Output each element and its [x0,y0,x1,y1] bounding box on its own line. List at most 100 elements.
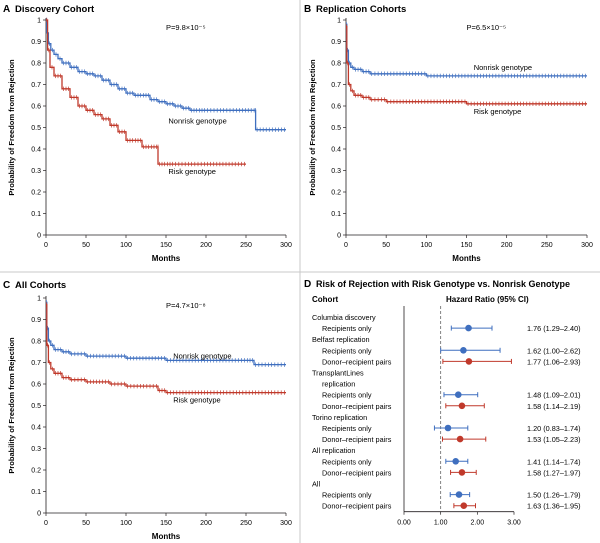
forest-row-label: Recipients only [322,491,372,500]
x-tick-label: 150 [461,242,473,249]
forest-row-label: replication [322,380,355,389]
x-tick-label: 100 [120,242,132,249]
y-tick-label: 0.6 [31,382,41,389]
forest-row-label: Recipients only [322,324,372,333]
hr-ci-text: 1.53 (1.05–2.23) [527,435,581,444]
y-tick-label: 0.9 [331,39,341,46]
forest-row-label: Recipients only [322,391,372,400]
hr-ci-text: 1.20 (0.83–1.74) [527,424,581,433]
x-tick-label: 300 [280,520,292,527]
forest-row-label: All [312,480,320,489]
x-tick-label: 50 [82,520,90,527]
x-tick-label: 300 [280,242,292,249]
hr-point [444,424,452,432]
forest-row-label: Belfast replication [312,335,370,344]
hr-point [460,502,468,510]
km-panel-A: A Discovery Cohort 0 0.1 0.2 0.3 0.4 0.5 0.6 0.7 0… [3,4,292,263]
y-tick-label: 0.6 [331,104,341,111]
x-tick-label: 200 [501,242,513,249]
series-label-risk: Risk genotype [168,167,216,176]
p-value: P=4.7×10⁻⁸ [166,301,206,310]
series-label-risk: Risk genotype [474,107,522,116]
forest-x-tick-label: 3.00 [507,520,521,527]
y-tick-label: 0.8 [331,61,341,68]
y-tick-label: 0.3 [331,168,341,175]
hr-point [460,347,467,354]
y-tick-label: 0 [37,233,41,240]
y-tick-label: 1 [37,18,41,25]
y-tick-label: 0.3 [31,446,41,453]
km-curve-nonrisk [346,23,587,77]
y-tick-label: 0 [337,233,341,240]
hr-point [458,469,466,476]
forest-row-label: Donor–recipient pairs [322,468,392,477]
forest-row-label: Donor–recipient pairs [322,435,392,444]
y-tick-label: 0.1 [31,211,41,218]
p-value: P=9.8×10⁻⁵ [166,23,206,32]
series-label-risk: Risk genotype [173,396,221,405]
hr-point [454,391,462,399]
column-header-cohort: Cohort [312,295,339,304]
forest-row-label: Recipients only [322,424,372,433]
panel-title: Replication Cohorts [316,4,406,15]
x-tick-label: 250 [541,242,553,249]
y-tick-label: 0.2 [31,190,41,197]
hr-ci-text: 1.50 (1.26–1.79) [527,491,581,500]
hr-ci-text: 1.63 (1.36–1.95) [527,502,581,511]
y-tick-label: 0.7 [31,360,41,367]
forest-panel-D: D Risk of Rejection with Risk Genotype vs… [304,279,581,527]
y-tick-label: 0.7 [31,82,41,89]
y-tick-label: 0.6 [31,104,41,111]
hr-point [465,324,472,332]
hr-point [456,435,464,443]
x-tick-label: 300 [581,242,593,249]
y-tick-label: 0.8 [31,61,41,68]
panel-letter: C [3,280,10,291]
panel-letter: B [304,4,311,15]
hr-ci-text: 1.48 (1.09–2.01) [527,391,581,400]
forest-x-tick-label: 0.00 [397,520,411,527]
x-tick-label: 200 [200,520,212,527]
forest-x-tick-label: 1.00 [434,520,448,527]
x-tick-label: 0 [344,242,348,249]
hr-ci-text: 1.58 (1.27–1.97) [527,468,581,477]
x-tick-label: 100 [420,242,432,249]
km-curve-nonrisk [46,19,286,131]
x-tick-label: 50 [82,242,90,249]
forest-row-label: Donor–recipient pairs [322,402,392,411]
hr-point [465,358,473,365]
y-tick-label: 0.4 [31,147,41,154]
forest-row-label: Donor–recipient pairs [322,357,392,366]
hr-ci-text: 1.41 (1.14–1.74) [527,457,581,466]
x-axis-label: Months [452,254,481,263]
y-tick-label: 0.1 [331,211,341,218]
forest-row-label: Recipients only [322,457,372,466]
x-tick-label: 0 [44,242,48,249]
km-curve-risk [46,19,246,165]
x-axis-label: Months [152,254,181,263]
hr-point [452,458,460,465]
y-tick-label: 0.4 [31,425,41,432]
forest-row-label: Torino replication [312,413,367,422]
x-tick-label: 100 [120,520,132,527]
hr-ci-text: 1.76 (1.29–2.40) [527,324,581,333]
hr-point [455,491,463,498]
series-label-nonrisk: Nonrisk genotype [474,63,532,72]
panel-title: All Cohorts [15,280,66,291]
y-tick-label: 0.9 [31,317,41,324]
y-tick-label: 0.5 [31,403,41,410]
x-tick-label: 250 [240,520,252,527]
km-curve-risk [46,303,286,394]
forest-row-label: Recipients only [322,346,372,355]
x-tick-label: 250 [240,242,252,249]
y-tick-label: 0 [37,511,41,518]
y-tick-label: 0.4 [331,147,341,154]
km-curve-risk [346,25,587,105]
km-curve-nonrisk [46,301,286,366]
x-tick-label: 50 [382,242,390,249]
panel-title: Risk of Rejection with Risk Genotype vs.… [316,279,570,289]
y-axis-label: Probability of Freedom from Rejection [308,59,317,196]
p-value: P=6.5×10⁻⁵ [467,23,507,32]
forest-row-label: TransplantLines [312,369,364,378]
